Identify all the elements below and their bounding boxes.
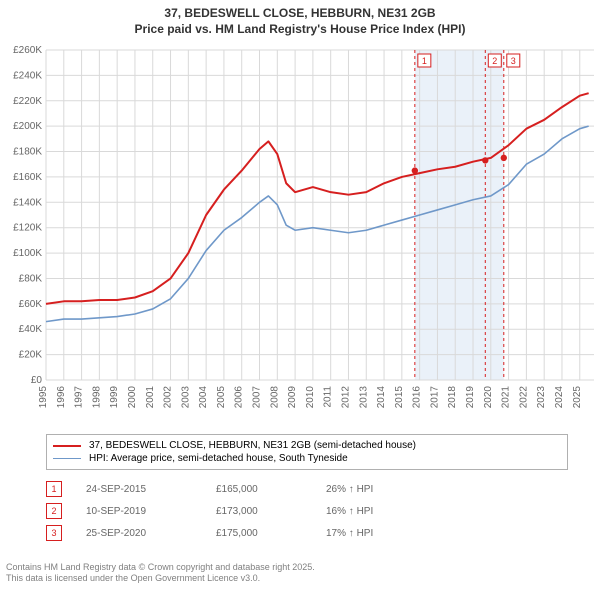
- svg-text:2023: 2023: [536, 386, 547, 409]
- title-block: 37, BEDESWELL CLOSE, HEBBURN, NE31 2GB P…: [0, 0, 600, 37]
- svg-text:1997: 1997: [74, 386, 85, 409]
- transaction-price: £173,000: [216, 506, 326, 517]
- transaction-date: 24-SEP-2015: [86, 484, 216, 495]
- svg-text:2013: 2013: [358, 386, 369, 409]
- svg-text:£0: £0: [31, 375, 43, 386]
- svg-text:2007: 2007: [252, 386, 263, 409]
- legend-box: 37, BEDESWELL CLOSE, HEBBURN, NE31 2GB (…: [46, 434, 568, 470]
- transaction-row: 2 10-SEP-2019 £173,000 16% ↑ HPI: [46, 500, 373, 522]
- svg-text:2001: 2001: [145, 386, 156, 409]
- svg-text:2015: 2015: [394, 386, 405, 409]
- svg-text:2019: 2019: [465, 386, 476, 409]
- svg-text:1: 1: [422, 56, 427, 66]
- transaction-marker: 3: [46, 525, 62, 541]
- svg-text:2008: 2008: [269, 386, 280, 409]
- svg-text:2018: 2018: [447, 386, 458, 409]
- svg-text:2014: 2014: [376, 386, 387, 409]
- svg-text:1999: 1999: [109, 386, 120, 409]
- legend-label-0: 37, BEDESWELL CLOSE, HEBBURN, NE31 2GB (…: [89, 440, 416, 451]
- svg-text:£40K: £40K: [19, 324, 43, 335]
- svg-text:2020: 2020: [483, 386, 494, 409]
- svg-text:£240K: £240K: [13, 70, 42, 81]
- svg-text:£140K: £140K: [13, 197, 42, 208]
- title-line-2: Price paid vs. HM Land Registry's House …: [0, 22, 600, 38]
- transaction-row: 1 24-SEP-2015 £165,000 26% ↑ HPI: [46, 478, 373, 500]
- svg-text:2006: 2006: [234, 386, 245, 409]
- transaction-row: 3 25-SEP-2020 £175,000 17% ↑ HPI: [46, 522, 373, 544]
- svg-text:2012: 2012: [340, 386, 351, 409]
- svg-text:2016: 2016: [412, 386, 423, 409]
- svg-text:2: 2: [492, 56, 497, 66]
- svg-text:2004: 2004: [198, 386, 209, 409]
- svg-text:£220K: £220K: [13, 96, 42, 107]
- svg-text:2009: 2009: [287, 386, 298, 409]
- footer: Contains HM Land Registry data © Crown c…: [6, 562, 315, 585]
- legend-row-0: 37, BEDESWELL CLOSE, HEBBURN, NE31 2GB (…: [53, 439, 561, 452]
- svg-text:2024: 2024: [554, 386, 565, 409]
- svg-text:2010: 2010: [305, 386, 316, 409]
- transaction-marker: 2: [46, 503, 62, 519]
- svg-text:2021: 2021: [501, 386, 512, 409]
- chart-container: 37, BEDESWELL CLOSE, HEBBURN, NE31 2GB P…: [0, 0, 600, 590]
- svg-text:2005: 2005: [216, 386, 227, 409]
- chart-svg: 1 2 3 £0 £20K £40K £60K £80K £100K £120K £140K £160…: [0, 44, 600, 424]
- svg-text:£20K: £20K: [19, 350, 43, 361]
- transaction-date: 25-SEP-2020: [86, 528, 216, 539]
- footer-line-1: Contains HM Land Registry data © Crown c…: [6, 562, 315, 573]
- svg-text:2022: 2022: [518, 386, 529, 409]
- svg-text:£60K: £60K: [19, 299, 43, 310]
- svg-text:£160K: £160K: [13, 172, 42, 183]
- legend-row-1: HPI: Average price, semi-detached house,…: [53, 452, 561, 465]
- svg-text:2017: 2017: [429, 386, 440, 409]
- svg-text:£120K: £120K: [13, 223, 42, 234]
- svg-text:2000: 2000: [127, 386, 138, 409]
- transaction-delta: 16% ↑ HPI: [326, 506, 373, 517]
- svg-text:£100K: £100K: [13, 248, 42, 259]
- svg-text:£200K: £200K: [13, 121, 42, 132]
- transaction-date: 10-SEP-2019: [86, 506, 216, 517]
- svg-text:1998: 1998: [91, 386, 102, 409]
- transactions-table: 1 24-SEP-2015 £165,000 26% ↑ HPI 2 10-SE…: [46, 478, 373, 544]
- svg-text:3: 3: [511, 56, 516, 66]
- legend-swatch-1: [53, 458, 81, 459]
- svg-text:1996: 1996: [56, 386, 67, 409]
- svg-text:1995: 1995: [38, 386, 49, 409]
- svg-text:2002: 2002: [163, 386, 174, 409]
- svg-text:2011: 2011: [323, 386, 334, 408]
- svg-text:2003: 2003: [180, 386, 191, 409]
- legend-swatch-0: [53, 445, 81, 447]
- title-line-1: 37, BEDESWELL CLOSE, HEBBURN, NE31 2GB: [0, 6, 600, 22]
- svg-text:£260K: £260K: [13, 45, 42, 56]
- svg-text:2025: 2025: [572, 386, 583, 409]
- svg-text:£80K: £80K: [19, 273, 43, 284]
- transaction-marker: 1: [46, 481, 62, 497]
- transaction-price: £175,000: [216, 528, 326, 539]
- footer-line-2: This data is licensed under the Open Gov…: [6, 573, 315, 584]
- legend-label-1: HPI: Average price, semi-detached house,…: [89, 453, 348, 464]
- transaction-delta: 17% ↑ HPI: [326, 528, 373, 539]
- transaction-delta: 26% ↑ HPI: [326, 484, 373, 495]
- svg-text:£180K: £180K: [13, 147, 42, 158]
- transaction-price: £165,000: [216, 484, 326, 495]
- chart-area: 1 2 3 £0 £20K £40K £60K £80K £100K £120K £140K £160…: [0, 44, 600, 424]
